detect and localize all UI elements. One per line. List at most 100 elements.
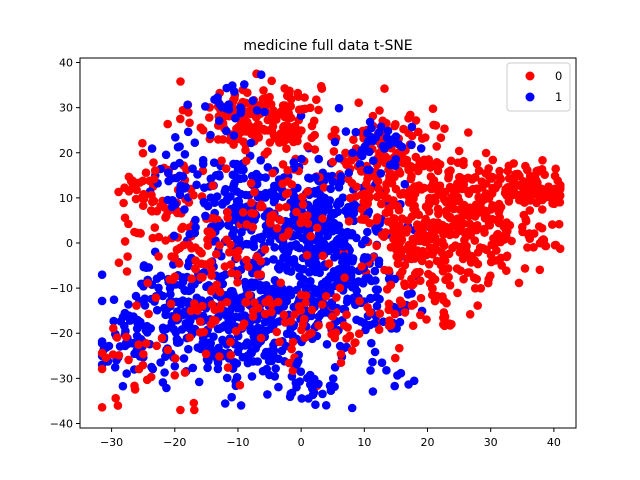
- data-point-series-1: [142, 263, 151, 273]
- data-point-series-0: [307, 305, 317, 315]
- data-point-series-1: [236, 103, 245, 112]
- data-point-series-0: [207, 286, 216, 296]
- data-point-series-1: [177, 325, 187, 334]
- data-point-series-0: [318, 251, 328, 261]
- data-point-series-0: [409, 300, 419, 309]
- data-point-series-1: [238, 352, 248, 362]
- data-point-series-0: [318, 214, 327, 223]
- data-point-series-0: [265, 138, 275, 147]
- data-point-series-1: [230, 178, 239, 188]
- data-point-series-0: [340, 273, 349, 283]
- data-point-series-1: [180, 150, 190, 159]
- data-point-series-1: [175, 158, 184, 168]
- data-point-series-1: [290, 192, 299, 202]
- data-point-series-0: [446, 166, 455, 175]
- data-point-series-0: [395, 343, 404, 353]
- data-point-series-0: [252, 112, 262, 121]
- data-point-series-0: [523, 188, 533, 198]
- data-point-series-0: [328, 312, 337, 321]
- data-point-series-1: [130, 349, 139, 359]
- data-point-series-1: [214, 343, 223, 353]
- data-point-series-0: [419, 161, 429, 171]
- data-point-series-0: [276, 278, 286, 288]
- data-point-series-0: [203, 241, 213, 250]
- data-point-series-1: [366, 132, 376, 142]
- data-point-series-0: [551, 164, 560, 174]
- data-point-series-0: [175, 243, 185, 253]
- data-point-series-0: [303, 142, 312, 151]
- data-point-series-1: [343, 294, 352, 304]
- data-point-series-1: [291, 378, 301, 388]
- data-point-series-1: [264, 356, 274, 366]
- data-point-series-0: [134, 340, 143, 350]
- data-point-series-0: [231, 326, 241, 336]
- data-point-series-0: [298, 200, 308, 209]
- data-point-series-0: [163, 119, 172, 129]
- data-point-series-0: [424, 269, 433, 279]
- data-point-series-1: [246, 138, 256, 148]
- data-point-series-0: [525, 196, 535, 205]
- data-point-series-0: [300, 333, 310, 343]
- data-point-series-0: [470, 256, 480, 265]
- data-point-series-1: [247, 348, 256, 358]
- data-point-series-1: [170, 361, 180, 371]
- data-point-series-0: [380, 265, 389, 275]
- data-point-series-0: [374, 325, 384, 335]
- data-point-series-0: [474, 166, 484, 175]
- data-point-series-1: [370, 347, 380, 357]
- data-point-series-0: [324, 259, 334, 268]
- data-point-series-1: [395, 317, 405, 327]
- data-point-series-1: [222, 373, 232, 383]
- data-point-series-0: [416, 276, 425, 286]
- data-point-series-0: [407, 212, 417, 221]
- data-point-series-0: [280, 84, 290, 93]
- data-point-series-0: [425, 163, 435, 172]
- data-point-series-1: [165, 284, 175, 293]
- data-point-series-1: [171, 133, 180, 142]
- data-point-series-1: [335, 199, 345, 208]
- data-point-series-1: [321, 308, 331, 317]
- data-point-series-0: [477, 177, 487, 186]
- data-point-series-0: [178, 222, 188, 232]
- data-point-series-0: [256, 256, 266, 266]
- data-point-series-1: [320, 285, 329, 294]
- data-point-series-0: [274, 203, 284, 212]
- data-point-series-0: [317, 84, 327, 93]
- data-point-series-0: [484, 164, 494, 173]
- data-point-series-1: [265, 237, 275, 246]
- y-tick-label: 30: [59, 102, 73, 115]
- data-point-series-0: [538, 205, 547, 214]
- data-point-series-1: [344, 168, 354, 178]
- data-point-series-0: [410, 204, 419, 214]
- data-point-series-1: [366, 366, 375, 375]
- data-point-series-1: [152, 305, 162, 315]
- data-point-series-0: [144, 309, 153, 319]
- data-point-series-1: [201, 211, 210, 221]
- data-point-series-1: [120, 308, 130, 318]
- data-point-series-0: [429, 176, 439, 185]
- data-point-series-0: [306, 231, 316, 241]
- data-point-series-0: [418, 224, 427, 234]
- data-point-series-1: [164, 176, 173, 186]
- data-point-series-0: [409, 279, 418, 289]
- data-point-series-0: [537, 236, 547, 245]
- data-point-series-0: [385, 171, 394, 181]
- data-point-series-0: [314, 321, 323, 330]
- data-point-series-1: [176, 300, 186, 309]
- data-point-series-0: [321, 292, 331, 301]
- data-point-series-1: [314, 312, 324, 321]
- data-point-series-1: [161, 150, 171, 160]
- data-point-series-0: [408, 234, 418, 244]
- data-point-series-0: [154, 252, 163, 261]
- data-point-series-0: [186, 306, 196, 316]
- data-point-series-1: [193, 170, 202, 179]
- data-point-series-0: [209, 315, 218, 325]
- data-point-series-1: [229, 131, 239, 140]
- data-point-series-0: [519, 210, 529, 220]
- data-point-series-1: [218, 337, 228, 346]
- data-point-series-0: [114, 258, 124, 268]
- data-point-series-1: [341, 127, 351, 136]
- data-point-series-1: [382, 133, 392, 143]
- data-point-series-0: [138, 138, 147, 148]
- data-point-series-1: [179, 354, 189, 363]
